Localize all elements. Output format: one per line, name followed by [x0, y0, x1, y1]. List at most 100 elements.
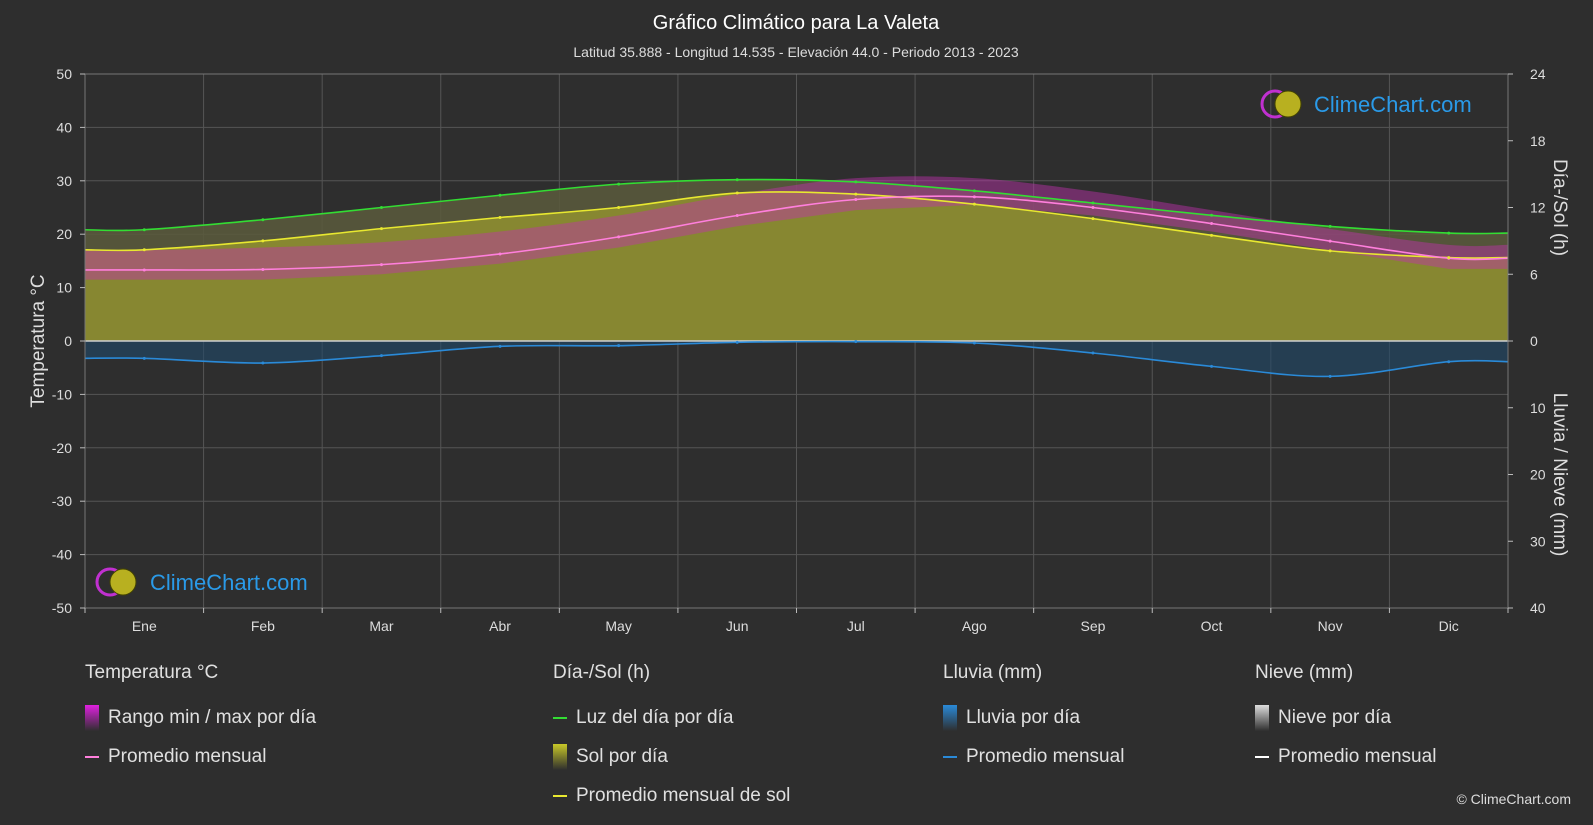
- y-left-tick-label: 10: [56, 280, 72, 296]
- point-temperature: [1091, 206, 1095, 209]
- y-right-bottom-tick-label: 40: [1530, 600, 1546, 616]
- legend-swatch: [1255, 755, 1269, 758]
- point-daylight: [498, 193, 502, 197]
- y-left-tick-label: -10: [52, 386, 72, 402]
- legend-swatch: [553, 794, 567, 797]
- point-sunshine: [735, 191, 739, 195]
- legend-item: Promedio mensual de sol: [553, 776, 790, 815]
- point-sunshine: [854, 192, 858, 196]
- x-tick-label: Nov: [1318, 618, 1343, 634]
- point-temperature: [379, 263, 383, 267]
- point-sunshine: [1091, 217, 1095, 221]
- point-sunshine: [1210, 233, 1214, 237]
- x-tick-label: Feb: [251, 618, 275, 634]
- legend-label: Promedio mensual: [108, 745, 267, 767]
- y-right-bottom-tick-label: 20: [1530, 467, 1546, 483]
- point-daylight: [379, 206, 383, 209]
- legend-label: Nieve por día: [1278, 706, 1392, 728]
- point-temperature: [1210, 222, 1214, 226]
- point-daylight: [972, 189, 976, 193]
- x-tick-label: Jun: [726, 618, 749, 634]
- x-tick-label: May: [605, 618, 631, 634]
- x-tick-label: Abr: [489, 618, 511, 634]
- point-temperature: [972, 195, 976, 199]
- y-right-top-axis-label: Día-/Sol (h): [1549, 159, 1570, 256]
- y-left-tick-label: 30: [56, 173, 72, 189]
- legend-item: Promedio mensual: [85, 737, 316, 776]
- y-right-top-tick-label: 12: [1530, 200, 1546, 216]
- point-rain: [1328, 374, 1332, 378]
- legend-swatch: [943, 704, 957, 731]
- legend-dia-sol: Día-/Sol (h) Luz del día por día Sol por d…: [553, 662, 790, 815]
- point-rain: [854, 340, 858, 344]
- x-tick-label: Mar: [369, 618, 393, 634]
- point-daylight: [1447, 231, 1451, 235]
- legend-item: Sol por día: [553, 737, 790, 776]
- y-left-tick-label: -30: [52, 493, 72, 509]
- point-daylight: [617, 182, 621, 186]
- point-sunshine: [379, 227, 383, 231]
- point-rain: [735, 340, 739, 344]
- point-daylight: [735, 178, 739, 182]
- y-left-tick-label: 0: [64, 333, 72, 349]
- point-daylight: [1210, 213, 1214, 217]
- y-left-tick-label: 40: [56, 119, 72, 135]
- logo-sun-icon: [1274, 90, 1302, 118]
- legend-group-title: Temperatura °C: [85, 662, 219, 683]
- x-tick-label: Ene: [132, 618, 157, 634]
- legend-label: Rango min / max por día: [108, 706, 317, 728]
- point-rain: [498, 344, 502, 348]
- sunshine-area: [85, 191, 1508, 341]
- series-line-temperature: [84, 195, 1509, 271]
- legend-swatch: [943, 755, 957, 758]
- point-sunshine: [261, 239, 265, 243]
- point-rain: [261, 361, 265, 365]
- y-right-bottom-tick-label: 30: [1530, 533, 1546, 549]
- point-rain: [379, 354, 383, 358]
- point-rain: [1447, 360, 1451, 364]
- point-temperature: [498, 252, 502, 256]
- point-temperature: [854, 197, 858, 201]
- legend-lluvia: Lluvia (mm) Lluvia por día Promedio mensua…: [943, 662, 1124, 776]
- point-daylight: [142, 228, 146, 232]
- legend-item: Promedio mensual: [1255, 737, 1436, 776]
- x-tick-label: Jul: [847, 618, 865, 634]
- point-rain: [1210, 364, 1214, 368]
- legend-item: Rango min / max por día: [85, 698, 316, 737]
- legend-nieve: Nieve (mm) Nieve por día Promedio mensual: [1255, 662, 1436, 776]
- point-daylight: [854, 180, 858, 184]
- climechart-logo: ClimeChart.com: [95, 567, 308, 597]
- point-rain: [1091, 351, 1095, 355]
- point-sunshine: [142, 248, 146, 252]
- x-tick-label: Ago: [962, 618, 987, 634]
- point-daylight: [1328, 224, 1332, 228]
- point-sunshine: [498, 216, 502, 220]
- legend-label: Promedio mensual: [966, 745, 1125, 767]
- legend-label: Luz del día por día: [576, 706, 734, 728]
- point-rain: [142, 356, 146, 360]
- legend-item: Luz del día por día: [553, 698, 790, 737]
- legend-group-title: Día-/Sol (h): [553, 662, 651, 683]
- legend-label: Promedio mensual de sol: [576, 784, 791, 806]
- legend-label: Lluvia por día: [966, 706, 1081, 728]
- climechart-logo: ClimeChart.com: [1260, 89, 1472, 119]
- legend-swatch: [85, 755, 99, 758]
- y-left-tick-label: -40: [52, 547, 72, 563]
- x-tick-label: Oct: [1201, 618, 1223, 634]
- legend-swatch: [553, 743, 567, 770]
- series-line-sunshine: [84, 191, 1509, 259]
- legend-group-title: Lluvia (mm): [943, 662, 1043, 683]
- legend-temperatura: Temperatura °C Rango min / max por día Pro…: [85, 662, 316, 776]
- legend-item: Nieve por día: [1255, 698, 1436, 737]
- point-temperature: [1328, 239, 1332, 243]
- series-line-daylight: [84, 178, 1509, 235]
- x-tick-label: Dic: [1439, 618, 1459, 634]
- point-daylight: [1091, 201, 1095, 205]
- point-rain: [972, 341, 976, 345]
- y-left-tick-label: 50: [56, 66, 72, 82]
- y-left-tick-label: -50: [52, 600, 72, 616]
- legend-item: Lluvia por día: [943, 698, 1124, 737]
- y-right-top-tick-label: 0: [1530, 333, 1538, 349]
- legend-item: Promedio mensual: [943, 737, 1124, 776]
